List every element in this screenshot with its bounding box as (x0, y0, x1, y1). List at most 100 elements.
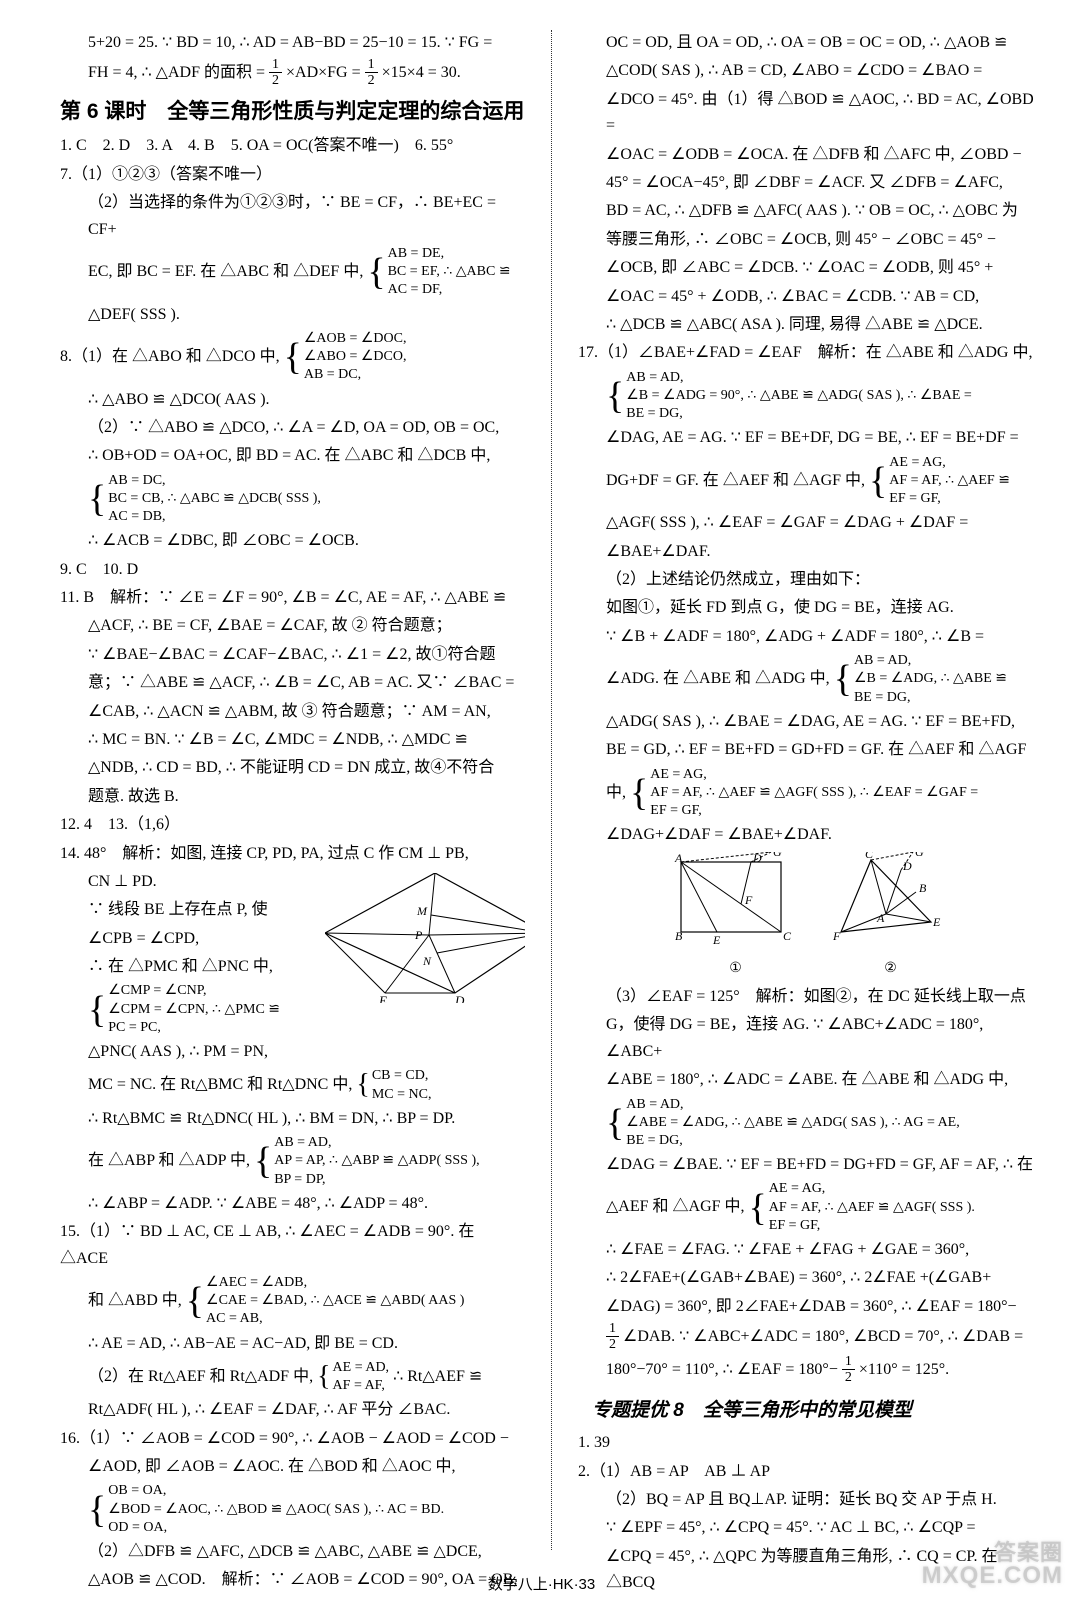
text-line: { AB = DC, BC = CB, ∴ △ABC ≌ △DCB( SSS )… (60, 472, 525, 527)
text-line: ∠OAC = 45° + ∠ODB, ∴ ∠BAC = ∠CDB. ∵ AB =… (578, 284, 1043, 310)
text-line: { AB = AD, ∠ABE = ∠ADG, ∴ △ABE ≌ △ADG( S… (578, 1096, 1043, 1151)
text-line: 中, { AE = AG, AF = AF, ∴ △AEF ≌ △AGF( SS… (578, 766, 1043, 821)
text-line: 意；∵ △ABE ≌ △ACF, ∴ ∠B = ∠C, AB = AC. 又∵ … (60, 670, 525, 696)
brace-system: { AB = AD, ∠ABE = ∠ADG, ∴ △ABE ≌ △ADG( S… (606, 1096, 960, 1151)
answer-line: 12. 4 13.（1,6） (60, 812, 525, 838)
text-line: ∴ △DCB ≌ △ABC( ASA ). 同理, 易得 △ABE ≌ △DCE… (578, 312, 1043, 338)
text-line: △DEF( SSS ). (60, 302, 525, 328)
brace-system: { AB = AD, ∠B = ∠ADG = 90°, ∴ △ABE ≌ △AD… (606, 369, 972, 424)
brace-system: { ∠CMP = ∠CNP, ∠CPM = ∠CPN, ∴ △PMC ≌ PC … (88, 982, 280, 1037)
svg-text:C: C (783, 929, 792, 943)
text-line: 12 ∠DAB. ∵ ∠ABC+∠ADC = 180°, ∠BCD = 70°,… (578, 1322, 1043, 1352)
section-heading: 第 6 课时 全等三角形性质与判定定理的综合运用 (60, 95, 525, 130)
text-line: DG+DF = GF. 在 △AEF 和 △AGF 中, { AE = AG, … (578, 454, 1043, 509)
two-column-layout: 5+20 = 25. ∵ BD = 10, ∴ AD = AB−BD = 25−… (60, 30, 1043, 1550)
column-divider (551, 30, 552, 1550)
text-line: ∴ △ABO ≌ △DCO( AAS ). (60, 387, 525, 413)
page-footer: 数学八上·HK·33 (0, 1573, 1083, 1594)
text-line: ∴ ∠ABP = ∠ADP. ∵ ∠ABE = 48°, ∴ ∠ADP = 48… (60, 1191, 525, 1217)
text-line: ∵ ∠BAE−∠BAC = ∠CAF−∠BAC, ∴ ∠1 = ∠2, 故①符合… (60, 642, 525, 668)
svg-text:G: G (773, 852, 782, 859)
text-line: { OB = OA, ∠BOD = ∠AOC, ∴ △BOD ≌ △AOC( S… (60, 1482, 525, 1537)
text-line: 题意. 故选 B. (60, 784, 525, 810)
text-line: △PNC( AAS ), ∴ PM = PN, (60, 1039, 525, 1065)
text-line: ∴ ∠FAE = ∠FAG. ∵ ∠FAE + ∠FAG + ∠GAE = 36… (578, 1237, 1043, 1263)
text-line: ∠DAG+∠DAF = ∠BAE+∠DAF. (578, 822, 1043, 848)
text-line: ∴ MC = BN. ∵ ∠B = ∠C, ∠MDC = ∠NDB, ∴ △MD… (60, 727, 525, 753)
text-line: ∠AOD, 即 ∠AOB = ∠AOC. 在 △BOD 和 △AOC 中, (60, 1454, 525, 1480)
text-line: ∠DCO = 45°. 由（1）得 △BOD ≌ △AOC, ∴ BD = AC… (578, 87, 1043, 140)
brace-system: { AB = AD, AP = AP, ∴ △ABP ≌ △ADP( SSS )… (254, 1134, 480, 1189)
text-line: 如图①，延长 FD 到点 G，使 DG = BE，连接 AG. (578, 595, 1043, 621)
text-line: △ACF, ∴ BE = CF, ∠BAE = ∠CAF, 故 ② 符合题意； (60, 613, 525, 639)
text-line: EC, 即 BC = EF. 在 △ABC 和 △DEF 中, { AB = D… (60, 245, 525, 300)
text-line: 180°−70° = 110°, ∴ ∠EAF = 180°− 12 ×110°… (578, 1355, 1043, 1385)
text-line: 14. 48° 解析：如图, 连接 CP, PD, PA, 过点 C 作 CM … (60, 841, 525, 867)
figure-2: A B C D E F G ② (831, 852, 951, 979)
text-line: ∵ ∠EPF = 45°, ∴ ∠CPQ = 45°. ∵ AC ⊥ BC, ∴… (578, 1515, 1043, 1541)
brace-system: { ∠AOB = ∠DOC, ∠ABO = ∠DCO, AB = DC, (284, 330, 407, 385)
appendix-heading: 专题提优 8 全等三角形中的常见模型 (592, 1395, 1043, 1426)
text-line: ∴ OB+OD = OA+OC, 即 BD = AC. 在 △ABC 和 △DC… (60, 443, 525, 469)
answer-line: 9. C 10. D (60, 557, 525, 583)
text-line: OC = OD, 且 OA = OD, ∴ OA = OB = OC = OD,… (578, 30, 1043, 56)
text-line: ∠DAG = ∠BAE. ∵ EF = BE+FD = DG+FD = GF, … (578, 1152, 1043, 1178)
svg-text:E: E (378, 993, 387, 1003)
brace-system: { AE = AG, AF = AF, ∴ △AEF ≌ △AGF( SSS )… (630, 766, 978, 821)
svg-text:B: B (675, 929, 683, 943)
brace-system: { AB = DC, BC = CB, ∴ △ABC ≌ △DCB( SSS )… (88, 472, 321, 527)
text-line: ∠BAE+∠DAF. (578, 539, 1043, 565)
text-line: （2）∵ △ABO ≌ △DCO, ∴ ∠A = ∠D, OA = OD, OB… (60, 415, 525, 441)
text-line: ∴ 2∠FAE+(∠GAB+∠BAE) = 360°, ∴ 2∠FAE +(∠G… (578, 1265, 1043, 1291)
text-line: ∠ABE = 180°, ∴ ∠ADC = ∠ABE. 在 △ABE 和 △AD… (578, 1067, 1043, 1093)
figures-row: A B C D E F G ① A B C (578, 852, 1043, 979)
brace-system: { AB = DE, BC = EF, ∴ △ABC ≌ AC = DF, (367, 245, 510, 300)
text-line: 在 △ABP 和 △ADP 中, { AB = AD, AP = AP, ∴ △… (60, 1134, 525, 1189)
svg-text:M: M (416, 904, 428, 918)
answer-7-1: 7.（1）①②③（答案不唯一） (60, 162, 525, 188)
text-line: ∵ ∠B + ∠ADF = 180°, ∠ADG + ∠ADF = 180°, … (578, 624, 1043, 650)
fraction: 12 (269, 58, 282, 88)
text-line: ∠DAG, AE = AG. ∵ EF = BE+DF, DG = BE, ∴ … (578, 425, 1043, 451)
text-line: G，使得 DG = BE，连接 AG. ∵ ∠ABC+∠ADC = 180°, … (578, 1012, 1043, 1065)
left-column: 5+20 = 25. ∵ BD = 10, ∴ AD = AB−BD = 25−… (60, 30, 525, 1550)
text-line: （2）当选择的条件为①②③时，∵ BE = CF，∴ BE+EC = CF+ (60, 190, 525, 243)
watermark: 答案圈 MXQE.COM (922, 1542, 1063, 1588)
figure-1: A B C D E F G ① (671, 852, 801, 979)
text-and-figure-row: CN ⊥ PD. ∵ 线段 BE 上存在点 P, 使 ∠CPB = ∠CPD, … (60, 869, 525, 1039)
text-line: ∴ Rt△BMC ≌ Rt△DNC( HL ), ∴ BM = DN, ∴ BP… (60, 1106, 525, 1132)
svg-text:G: G (915, 852, 924, 859)
answer-line: 1. 39 (578, 1430, 1043, 1456)
text-line: ∠DAG) = 360°, 即 2∠FAE+∠DAB = 360°, ∴ ∠EA… (578, 1294, 1043, 1320)
answer-line: 1. C 2. D 3. A 4. B 5. OA = OC(答案不唯一) 6.… (60, 133, 525, 159)
text-line: ∴ ∠ACB = ∠DBC, 即 ∠OBC = ∠OCB. (60, 528, 525, 554)
fraction: 12 (842, 1355, 855, 1385)
text-line: △ADG( SAS ), ∴ ∠BAE = ∠DAG, AE = AG. ∵ E… (578, 709, 1043, 735)
text-line: （3）∠EAF = 125° 解析：如图②，在 DC 延长线上取一点 (578, 984, 1043, 1010)
text-line: BD = AC, ∴ △DFB ≌ △AFC( AAS ). ∵ OB = OC… (578, 198, 1043, 224)
text-line: （2）在 Rt△AEF 和 Rt△ADF 中, { AE = AD, AF = … (60, 1359, 525, 1395)
text-line: 8.（1）在 △ABO 和 △DCO 中, { ∠AOB = ∠DOC, ∠AB… (60, 330, 525, 385)
svg-text:D: D (752, 852, 762, 865)
text-line: ∠CAB, ∴ △ACN ≌ △ABM, 故 ③ 符合题意；∵ AM = AN, (60, 699, 525, 725)
text-line: △NDB, ∴ CD = BD, ∴ 不能证明 CD = DN 成立, 故④不符… (60, 755, 525, 781)
text-line: △COD( SAS ), ∴ AB = CD, ∠ABO = ∠CDO = ∠B… (578, 58, 1043, 84)
brace-system: { CB = CD, MC = NC, (356, 1067, 431, 1103)
brace-system: { AB = AD, ∠B = ∠ADG, ∴ △ABE ≌ BE = DG, (834, 652, 1007, 707)
svg-text:B: B (435, 873, 443, 874)
text-line: 5+20 = 25. ∵ BD = 10, ∴ AD = AB−BD = 25−… (60, 30, 525, 56)
text-line: Rt△ADF( HL ), ∴ ∠EAF = ∠DAF, ∴ AF 平分 ∠BA… (60, 1397, 525, 1423)
text-line: MC = NC. 在 Rt△BMC 和 Rt△DNC 中, { CB = CD,… (60, 1067, 525, 1103)
text-line: ∠ADG. 在 △ABE 和 △ADG 中, { AB = AD, ∠B = ∠… (578, 652, 1043, 707)
text-line: 17.（1）∠BAE+∠FAD = ∠EAF 解析：在 △ABE 和 △ADG … (578, 340, 1043, 366)
text-line: { AB = AD, ∠B = ∠ADG = 90°, ∴ △ABE ≌ △AD… (578, 369, 1043, 424)
text-line: ∴ AE = AD, ∴ AB−AE = AC−AD, 即 BE = CD. (60, 1331, 525, 1357)
brace-system: { ∠AEC = ∠ADB, ∠CAE = ∠BAD, ∴ △ACE ≌ △AB… (186, 1274, 465, 1329)
svg-text:D: D (902, 859, 912, 873)
text-line: BE = GD, ∴ EF = BE+FD = GD+FD = GF. 在 △A… (578, 737, 1043, 763)
brace-system: { OB = OA, ∠BOD = ∠AOC, ∴ △BOD ≌ △AOC( S… (88, 1482, 444, 1537)
text-line: △AGF( SSS ), ∴ ∠EAF = ∠GAF = ∠DAG + ∠DAF… (578, 510, 1043, 536)
text-line: 11. B 解析：∵ ∠E = ∠F = 90°, ∠B = ∠C, AE = … (60, 585, 525, 611)
text-line: （2）△DFB ≌ △AFC, △DCB ≌ △ABC, △ABE ≌ △DCE… (60, 1539, 525, 1565)
svg-text:N: N (422, 954, 432, 968)
